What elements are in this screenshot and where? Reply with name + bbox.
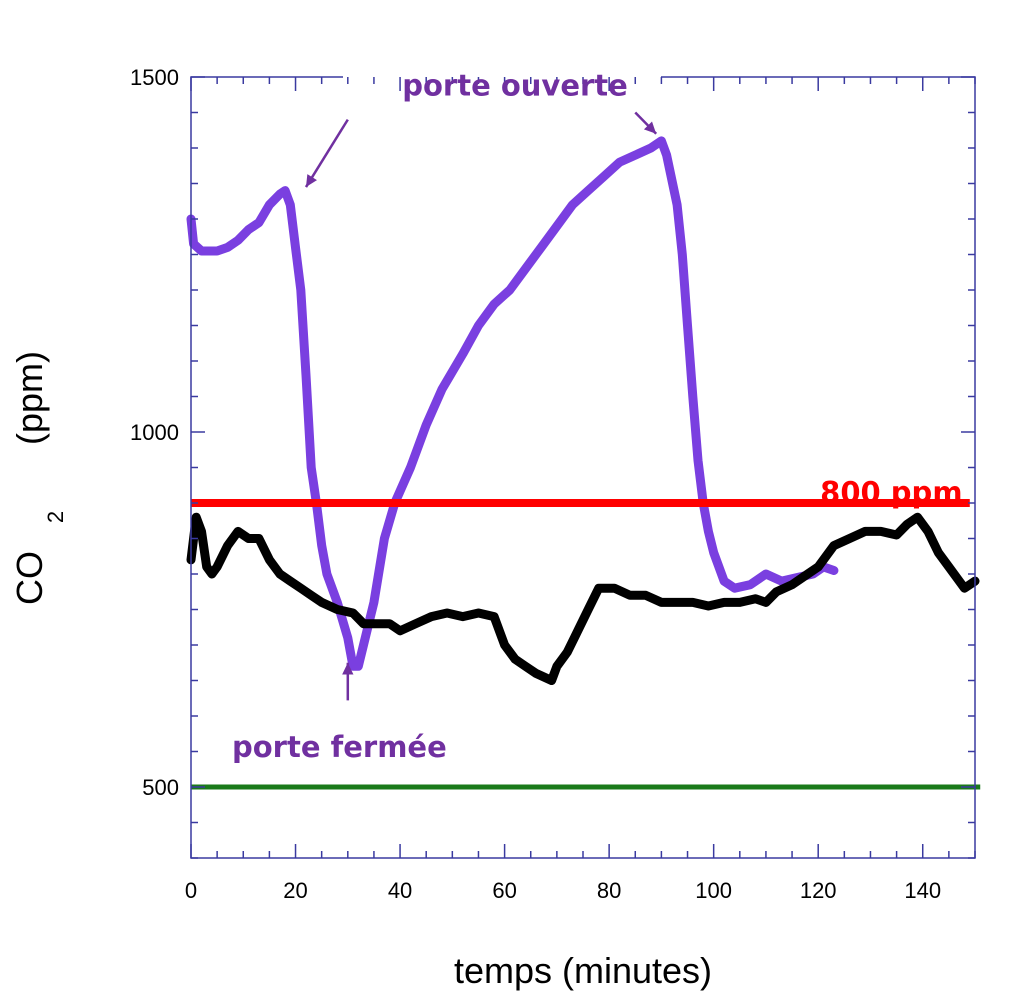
y-axis-label-main: CO — [9, 551, 50, 605]
annotation-label: porte ouverte — [402, 69, 628, 103]
threshold-lines — [191, 499, 981, 790]
x-tick-label: 20 — [283, 878, 307, 903]
annotation-arrowhead — [643, 121, 657, 134]
series-line-purple — [186, 136, 839, 671]
annotation-label: 800 ppm — [820, 475, 962, 509]
x-tick-label: 120 — [800, 878, 837, 903]
x-axis-label: temps (minutes) — [454, 950, 712, 991]
x-tick-label: 0 — [185, 878, 197, 903]
y-axis-label: CO 2 (ppm) — [9, 351, 68, 605]
y-tick-label: 1000 — [130, 420, 179, 445]
y-tick-label: 1500 — [130, 65, 179, 90]
annotations: porte ouverte porte fermée 800 ppm — [232, 69, 963, 764]
x-tick-label: 80 — [597, 878, 621, 903]
y-axis-label-unit: (ppm) — [9, 351, 50, 445]
x-tick-label: 140 — [904, 878, 941, 903]
annotation-arrowhead — [342, 662, 354, 675]
series-line-black — [186, 512, 980, 685]
annotation-arrow — [304, 118, 349, 188]
x-tick-label: 40 — [388, 878, 412, 903]
y-axis-label-subscript: 2 — [43, 511, 68, 523]
annotation-backdrop — [343, 55, 661, 100]
annotation-label: porte fermée — [232, 730, 447, 764]
x-tick-label: 60 — [492, 878, 516, 903]
x-tick-label: 100 — [695, 878, 732, 903]
y-tick-label: 500 — [142, 775, 179, 800]
series-layer — [186, 136, 980, 685]
annotation-arrowhead — [305, 174, 317, 188]
axis-ticks: 0 20 40 60 80 100 120 140 500 1000 1500 — [130, 65, 976, 903]
